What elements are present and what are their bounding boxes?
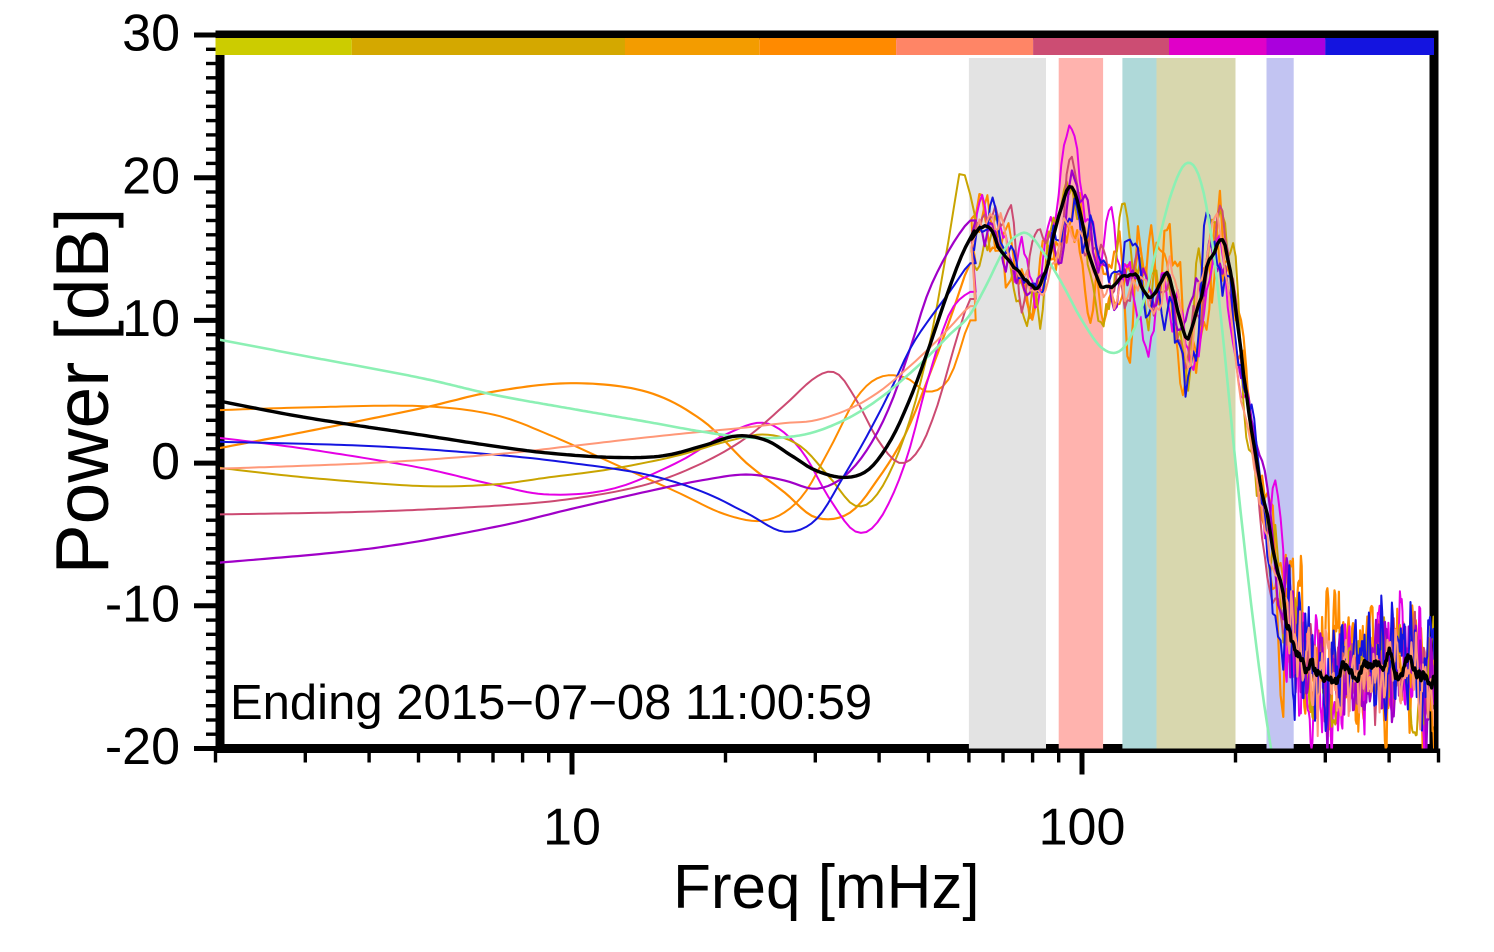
svg-text:100: 100 — [1039, 799, 1126, 857]
svg-text:0: 0 — [151, 433, 180, 491]
svg-text:10: 10 — [543, 799, 601, 857]
svg-text:20: 20 — [122, 147, 180, 205]
svg-text:30: 30 — [122, 5, 180, 63]
svg-text:-10: -10 — [105, 576, 180, 634]
svg-text:10: 10 — [122, 290, 180, 348]
svg-text:-20: -20 — [105, 718, 180, 776]
